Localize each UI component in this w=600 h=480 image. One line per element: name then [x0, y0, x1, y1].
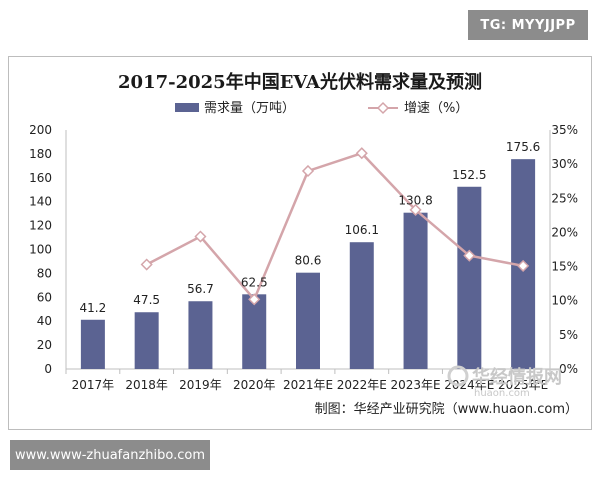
- growth-line-path: [146, 151, 524, 302]
- bar-value-label: 56.7: [187, 282, 214, 296]
- y-right-tick-label: 30%: [551, 157, 578, 171]
- x-tick-label: 2024年E: [444, 378, 494, 392]
- bar-value-label: 175.6: [506, 140, 540, 154]
- bar: [134, 312, 159, 369]
- bars: [80, 159, 536, 369]
- y-right-tick-label: 10%: [551, 294, 578, 308]
- x-tick-label: 2021年E: [283, 378, 333, 392]
- x-tick-label: 2020年: [233, 378, 276, 392]
- y-left-tick-label: 120: [29, 219, 52, 233]
- y-left-tick-label: 40: [37, 314, 52, 328]
- x-tick-label: 2023年E: [390, 378, 440, 392]
- x-tick-label: 2018年: [125, 378, 168, 392]
- source-note: 制图：华经产业研究院（www.huaon.com）: [315, 402, 578, 417]
- bar-value-label: 106.1: [345, 223, 379, 237]
- y-left-tick-label: 200: [29, 123, 52, 137]
- y-left-tick-label: 20: [37, 338, 52, 352]
- growth-point: [517, 259, 530, 272]
- chart-title: 2017-2025年中国EVA光伏料需求量及预测: [118, 71, 482, 93]
- y-right-tick-label: 5%: [559, 328, 578, 342]
- x-tick-label: 2017年: [72, 378, 115, 392]
- y-right-tick-label: 15%: [551, 260, 578, 274]
- bar-value-label: 130.8: [398, 194, 432, 208]
- x-tick-label: 2025年E: [498, 378, 548, 392]
- y-left-tick-label: 180: [29, 147, 52, 161]
- y-right-tick-label: 0%: [559, 362, 578, 376]
- footer-url-badge: www.www-zhuafanzhibo.com: [10, 440, 210, 470]
- y-left-tick-label: 60: [37, 290, 52, 304]
- growth-line: [140, 147, 530, 306]
- bar: [242, 294, 267, 369]
- data-labels: 41.2 47.5 56.7 62.5 80.6 106.1 130.8 152.5 175.6: [80, 140, 541, 315]
- watermark-logo-icon: [447, 365, 469, 387]
- y-left-tick-label: 140: [29, 195, 52, 209]
- channel-tag: TG: MYYJJPP: [468, 10, 588, 40]
- bar-value-label: 47.5: [133, 293, 160, 307]
- legend-line-marker: [376, 101, 390, 115]
- x-tick-label: 2022年E: [337, 378, 387, 392]
- watermark: 华经情报网 huaon.com: [447, 365, 562, 399]
- y-left-tick-label: 80: [37, 266, 52, 280]
- bar-value-label: 41.2: [80, 301, 107, 315]
- bar: [188, 301, 213, 369]
- bar: [296, 272, 320, 369]
- bar: [349, 242, 374, 369]
- y-left-tick-label: 0: [44, 362, 52, 376]
- growth-point: [409, 203, 422, 216]
- y-left-tick-label: 160: [29, 171, 52, 185]
- growth-point: [463, 249, 476, 262]
- legend-bar-swatch: [175, 103, 199, 112]
- growth-point: [248, 293, 261, 306]
- legend-bar-label: 需求量（万吨）: [204, 101, 295, 116]
- bar-value-label: 80.6: [295, 254, 322, 268]
- bar-value-label: 152.5: [452, 168, 486, 182]
- watermark-name: 华经情报网: [472, 366, 562, 388]
- bar-value-label: 62.5: [241, 275, 268, 289]
- legend: 需求量（万吨） 增速（%）: [175, 101, 468, 116]
- legend-line-label: 增速（%）: [404, 101, 468, 116]
- growth-point: [140, 258, 153, 271]
- y-left-tick-label: 100: [29, 243, 52, 257]
- growth-point: [301, 164, 315, 178]
- growth-point: [194, 230, 207, 243]
- bar: [80, 319, 105, 369]
- y-right-tick-label: 35%: [551, 123, 578, 137]
- growth-point: [355, 147, 368, 160]
- y-right-tick-label: 25%: [551, 191, 578, 205]
- watermark-site: huaon.com: [474, 388, 530, 399]
- bar: [403, 212, 428, 369]
- y-right-tick-label: 20%: [551, 225, 578, 239]
- x-tick-label: 2019年: [179, 378, 222, 392]
- bar: [457, 186, 482, 369]
